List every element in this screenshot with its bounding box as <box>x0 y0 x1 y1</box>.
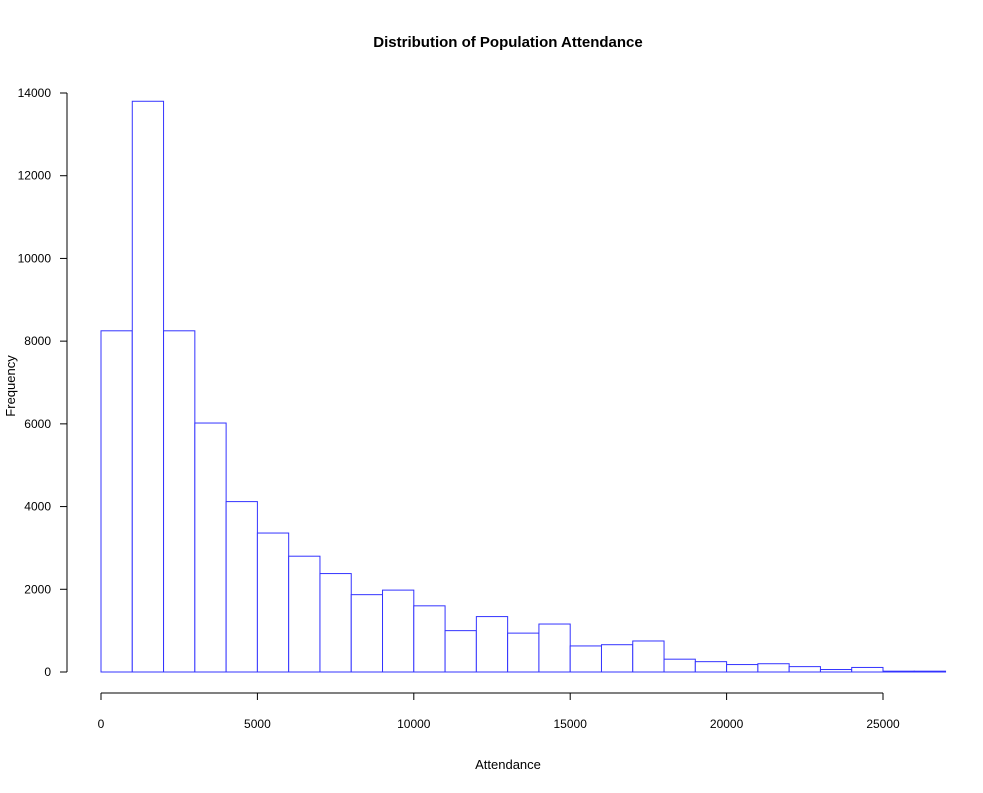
x-tick-label: 0 <box>98 717 105 731</box>
histogram-bar <box>632 640 665 673</box>
x-axis: 0 5000 10000 15000 20000 25000 <box>98 692 900 731</box>
histogram-bar <box>694 661 728 673</box>
histogram-bar <box>444 630 477 673</box>
x-tick-label: 15000 <box>554 717 588 731</box>
histogram-bar <box>350 594 384 673</box>
histogram-bar <box>256 532 290 673</box>
histogram-bar <box>319 573 352 673</box>
histogram-bar <box>663 658 696 673</box>
y-tick-label: 6000 <box>24 417 51 431</box>
histogram-bar <box>288 555 321 673</box>
histogram-bar <box>163 330 196 673</box>
y-tick-label: 4000 <box>24 500 51 514</box>
x-tick-label: 20000 <box>710 717 744 731</box>
y-tick-label: 14000 <box>18 86 52 100</box>
y-tick-label: 12000 <box>18 169 52 183</box>
histogram-bar <box>131 100 165 673</box>
histogram-bar <box>569 645 602 673</box>
y-tick-label: 10000 <box>18 251 52 265</box>
histogram-bar <box>757 663 790 673</box>
histogram-bar <box>194 422 227 673</box>
y-tick-label: 2000 <box>24 582 51 596</box>
x-axis-label: Attendance <box>475 757 541 772</box>
histogram-bar <box>882 670 915 673</box>
histogram-bar <box>507 632 540 673</box>
x-tick-label: 25000 <box>866 717 900 731</box>
x-tick-label: 10000 <box>397 717 431 731</box>
histogram-bar <box>225 501 258 673</box>
histogram-bar <box>819 669 853 673</box>
y-tick-label: 8000 <box>24 334 51 348</box>
y-axis: 0 2000 4000 6000 8000 10000 12000 14000 <box>18 86 68 679</box>
y-axis-label: Frequency <box>3 355 18 417</box>
histogram-bar <box>913 670 947 673</box>
histogram-bar <box>600 644 634 673</box>
histogram-bar <box>726 664 759 673</box>
histogram-bar <box>413 605 446 673</box>
histogram-bar <box>538 623 571 673</box>
histogram-bar <box>788 666 821 673</box>
x-tick-label: 5000 <box>244 717 271 731</box>
histogram-bar <box>100 330 133 673</box>
histogram-bar <box>382 589 415 673</box>
bars-group <box>100 100 947 673</box>
y-tick-label: 0 <box>44 665 51 679</box>
chart-title: Distribution of Population Attendance <box>373 34 642 51</box>
histogram-bar <box>851 666 884 673</box>
histogram-bar <box>475 616 509 673</box>
